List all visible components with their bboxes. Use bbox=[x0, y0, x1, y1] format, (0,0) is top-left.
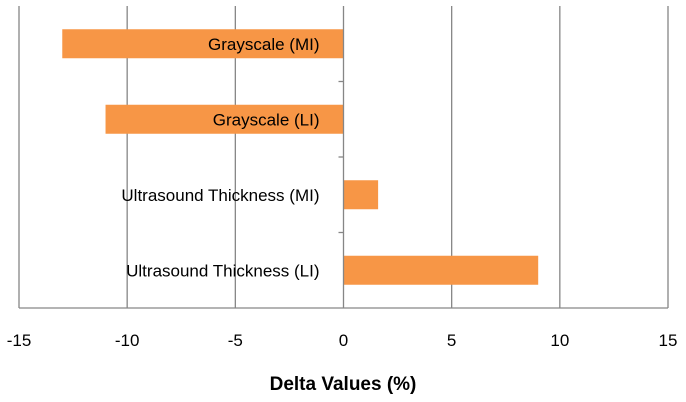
bar bbox=[62, 29, 344, 59]
category-label: Ultrasound Thickness (MI) bbox=[121, 186, 319, 205]
x-tick-label: 5 bbox=[447, 331, 456, 350]
x-axis-title: Delta Values (%) bbox=[270, 374, 417, 395]
x-tick-label: 15 bbox=[659, 331, 678, 350]
bar bbox=[105, 104, 344, 134]
x-tick-labels: -15 -10 -5 0 5 10 15 bbox=[7, 331, 678, 350]
x-tick-label: -10 bbox=[115, 331, 140, 350]
bar bbox=[343, 255, 539, 285]
bar bbox=[343, 180, 379, 210]
bars bbox=[62, 29, 539, 285]
x-tick-label: 0 bbox=[339, 331, 348, 350]
category-label: Ultrasound Thickness (LI) bbox=[126, 261, 319, 280]
x-tick-label: -15 bbox=[7, 331, 32, 350]
category-label: Grayscale (MI) bbox=[208, 35, 319, 54]
x-tick-label: -5 bbox=[228, 331, 243, 350]
axes bbox=[19, 6, 668, 309]
category-labels: Grayscale (MI) Grayscale (LI) Ultrasound T… bbox=[121, 35, 319, 281]
x-tick-label: 10 bbox=[550, 331, 569, 350]
category-label: Grayscale (LI) bbox=[213, 110, 320, 129]
